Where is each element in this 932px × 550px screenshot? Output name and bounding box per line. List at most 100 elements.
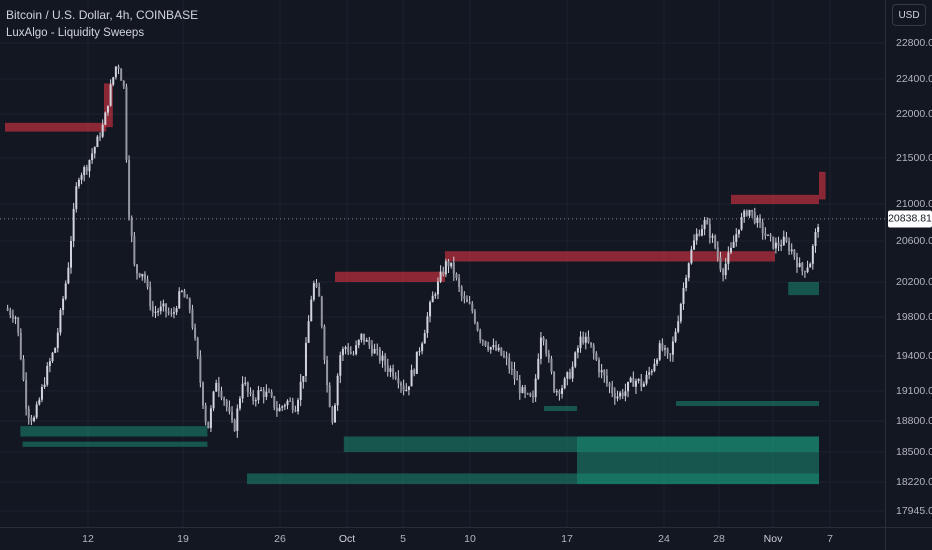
candle-body-94 <box>254 400 257 402</box>
price-tick-label: 18220.00 <box>896 476 932 488</box>
price-tick-label: 22000.00 <box>896 108 932 120</box>
indicator-title[interactable]: LuxAlgo - Liquidity Sweeps <box>6 27 145 39</box>
price-tick-label: 18500.00 <box>896 446 932 458</box>
price-chart[interactable] <box>0 0 885 527</box>
price-tick-label: 21000.00 <box>896 198 932 210</box>
candle-body-117 <box>315 283 318 288</box>
price-tick-label: 22800.00 <box>896 37 932 49</box>
candle-body-160 <box>429 302 432 317</box>
candle-body-24 <box>70 241 72 268</box>
symbol-title[interactable]: Bitcoin / U.S. Dollar, 4h, COINBASE <box>6 8 199 22</box>
candle-body-82 <box>223 398 226 401</box>
candle-body-97 <box>262 390 265 397</box>
candle-body-98 <box>265 391 268 397</box>
candle-body-192 <box>513 369 516 379</box>
liquidity-zone-bearish-1 <box>104 83 113 128</box>
time-tick-label: 7 <box>827 533 833 545</box>
chart-area[interactable]: Bitcoin / U.S. Dollar, 4h, COINBASE LuxA… <box>0 0 885 527</box>
candle-body-205 <box>547 353 550 359</box>
candle-body-154 <box>413 369 416 374</box>
candle-body-207 <box>553 372 556 392</box>
candle-body-212 <box>566 372 569 379</box>
candle-body-173 <box>463 296 466 299</box>
candle-body-20 <box>59 309 62 333</box>
candle-body-113 <box>304 342 307 377</box>
time-tick-label: 24 <box>658 533 670 545</box>
candle-body-288 <box>766 234 769 236</box>
candle-body-263 <box>700 229 703 236</box>
candle-body-292 <box>777 242 780 246</box>
liquidity-zone-bullish-12 <box>676 401 819 406</box>
candle-body-297 <box>790 249 793 252</box>
candle-body-57 <box>157 311 160 313</box>
candle-body-162 <box>434 294 437 296</box>
candle-body-281 <box>748 209 751 216</box>
candle-body-78 <box>212 391 215 409</box>
candle-body-168 <box>450 262 453 267</box>
candle-body-228 <box>608 383 611 387</box>
candle-body-298 <box>793 249 796 257</box>
candle-body-75 <box>204 405 207 422</box>
candle-body-189 <box>505 356 508 359</box>
candle-body-185 <box>495 345 498 351</box>
candle-body-301 <box>801 263 804 272</box>
candle-body-246 <box>656 359 659 364</box>
candle-body-6 <box>22 358 25 380</box>
candle-body-16 <box>48 361 51 367</box>
candle-body-195 <box>521 387 524 393</box>
candle-body-208 <box>555 391 558 393</box>
candle-body-29 <box>83 167 86 176</box>
candle-body-273 <box>727 252 730 264</box>
candle-body-269 <box>716 247 719 258</box>
candle-body-141 <box>378 349 381 361</box>
candle-body-41 <box>114 66 117 78</box>
time-axis[interactable]: 12 19 26 Oct 5 10 17 24 28 Nov 7 <box>0 527 885 550</box>
candle-body-307 <box>817 226 820 232</box>
time-tick-label: 19 <box>177 533 189 545</box>
currency-button[interactable]: USD <box>892 4 926 26</box>
candle-body-39 <box>109 84 112 106</box>
time-tick-label: 17 <box>561 533 573 545</box>
candle-body-264 <box>703 220 706 230</box>
candle-body-64 <box>175 308 178 313</box>
candle-body-215 <box>574 352 577 367</box>
candle-body-124 <box>334 405 336 423</box>
candle-body-157 <box>421 343 424 352</box>
price-tick-label: 19400.00 <box>896 350 932 362</box>
candle-body-242 <box>645 374 648 384</box>
candle-body-290 <box>772 236 775 249</box>
price-tick-label: 22400.00 <box>896 73 932 85</box>
candle-body-271 <box>722 269 725 276</box>
candle-body-266 <box>708 224 711 238</box>
candle-body-62 <box>170 312 173 314</box>
candle-body-282 <box>751 209 754 213</box>
candle-body-170 <box>455 273 458 279</box>
candle-body-135 <box>363 333 366 342</box>
candle-body-272 <box>724 263 727 276</box>
candle-body-209 <box>558 391 561 394</box>
candle-body-65 <box>178 291 181 309</box>
candle-body-116 <box>312 283 315 300</box>
candle-body-253 <box>674 331 677 342</box>
candle-body-63 <box>172 312 175 314</box>
candle-body-46 <box>128 160 131 218</box>
candle-body-56 <box>154 311 157 313</box>
candle-body-274 <box>730 247 732 253</box>
candle-body-211 <box>563 378 566 389</box>
candle-body-156 <box>418 351 421 353</box>
candle-body-128 <box>344 347 347 349</box>
candle-body-191 <box>510 368 513 370</box>
candle-body-31 <box>88 160 91 172</box>
candle-body-23 <box>67 267 70 284</box>
candle-body-178 <box>476 322 479 331</box>
candle-body-220 <box>587 336 590 343</box>
candle-body-73 <box>199 356 202 383</box>
candle-body-33 <box>93 147 96 154</box>
liquidity-zone-bearish-4 <box>819 171 826 200</box>
price-axis[interactable]: USD 22800.00 22400.00 22000.00 21500.00 2100… <box>885 0 932 527</box>
candle-body-256 <box>682 287 685 305</box>
candle-body-147 <box>394 376 397 379</box>
candle-body-167 <box>447 261 450 267</box>
candle-body-299 <box>796 256 798 268</box>
liquidity-zone-bullish-6 <box>20 426 208 437</box>
